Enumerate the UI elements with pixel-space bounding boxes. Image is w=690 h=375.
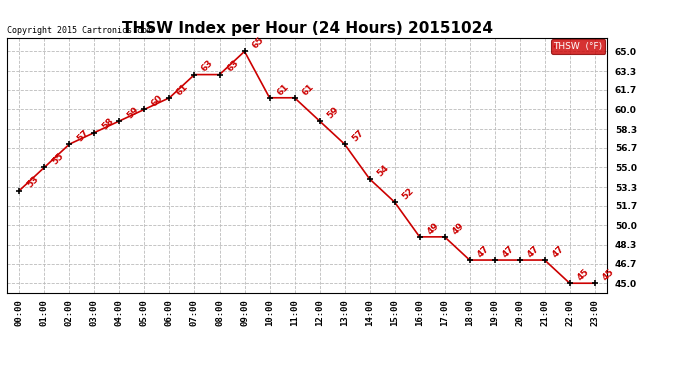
Text: 59: 59 bbox=[325, 105, 340, 120]
Text: 61: 61 bbox=[275, 82, 290, 97]
Text: 52: 52 bbox=[400, 186, 415, 201]
Text: 63: 63 bbox=[200, 58, 215, 74]
Text: 54: 54 bbox=[375, 163, 391, 178]
Text: 47: 47 bbox=[525, 244, 540, 259]
Text: 57: 57 bbox=[350, 128, 366, 143]
Text: 47: 47 bbox=[475, 244, 491, 259]
Text: 49: 49 bbox=[425, 221, 440, 236]
Text: 49: 49 bbox=[450, 221, 466, 236]
Text: 45: 45 bbox=[575, 267, 591, 282]
Text: 53: 53 bbox=[25, 174, 40, 190]
Legend: THSW  (°F): THSW (°F) bbox=[551, 39, 605, 54]
Text: 61: 61 bbox=[300, 82, 315, 97]
Title: THSW Index per Hour (24 Hours) 20151024: THSW Index per Hour (24 Hours) 20151024 bbox=[121, 21, 493, 36]
Text: 45: 45 bbox=[600, 267, 615, 282]
Text: 61: 61 bbox=[175, 82, 190, 97]
Text: 60: 60 bbox=[150, 93, 165, 109]
Text: 57: 57 bbox=[75, 128, 90, 143]
Text: Copyright 2015 Cartronics.com: Copyright 2015 Cartronics.com bbox=[7, 26, 152, 35]
Text: 55: 55 bbox=[50, 152, 65, 166]
Text: 47: 47 bbox=[550, 244, 566, 259]
Text: 59: 59 bbox=[125, 105, 140, 120]
Text: 58: 58 bbox=[100, 117, 115, 132]
Text: 63: 63 bbox=[225, 58, 240, 74]
Text: 47: 47 bbox=[500, 244, 515, 259]
Text: 65: 65 bbox=[250, 35, 265, 51]
